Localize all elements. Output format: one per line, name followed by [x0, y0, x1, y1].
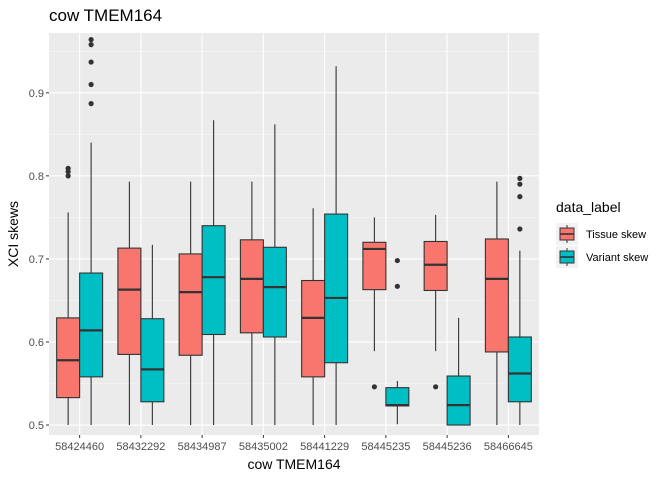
outlier-point — [65, 165, 71, 171]
box-body — [239, 239, 264, 334]
y-tick-label: 0.8 — [29, 171, 44, 183]
x-tick-label: 58432292 — [116, 441, 165, 453]
y-tick-label: 0.9 — [29, 88, 44, 100]
box-body — [178, 253, 203, 356]
y-axis-title: XCI skews — [5, 201, 21, 267]
outlier-point — [371, 384, 377, 390]
boxes — [56, 37, 532, 426]
box-body — [385, 387, 410, 407]
box-body — [324, 213, 349, 364]
outlier-point — [88, 100, 94, 107]
box-tissue-skew — [56, 165, 81, 426]
legend-label: Variant skew — [586, 252, 648, 264]
box-tissue-skew — [423, 214, 448, 390]
y-tick-label: 0.5 — [29, 420, 44, 432]
outlier-point — [433, 384, 439, 390]
box-variant-skew — [446, 317, 471, 426]
outlier-point — [88, 37, 94, 43]
outlier-point — [394, 257, 400, 264]
outlier-point — [394, 283, 400, 289]
legend-item: Variant skew — [556, 246, 648, 268]
x-tick-label: 58466645 — [484, 441, 533, 453]
legend: data_label Tissue skew Variant skew — [556, 199, 648, 268]
box-body — [262, 246, 287, 338]
outlier-point — [517, 226, 523, 232]
box-body — [423, 240, 448, 292]
x-axis-title: cow TMEM164 — [247, 456, 340, 472]
outlier-point — [65, 173, 71, 179]
box-tissue-skew — [239, 181, 264, 426]
outlier-point — [517, 175, 523, 181]
y-tick-label: 0.6 — [29, 337, 44, 349]
box-variant-skew — [385, 257, 410, 425]
x-axis-ticks: 58424460 58432292 58434987 58435002 58441229… — [55, 435, 533, 453]
x-tick-label: 58445236 — [423, 441, 472, 453]
box-body — [56, 317, 81, 399]
outlier-point — [88, 81, 94, 88]
outlier-point — [88, 42, 94, 48]
box-tissue-skew — [484, 181, 509, 426]
legend-label: Tissue skew — [586, 229, 646, 241]
box-tissue-skew — [117, 181, 142, 426]
legend-title: data_label — [556, 199, 621, 215]
x-tick-label: 58435002 — [239, 441, 288, 453]
y-tick-label: 0.7 — [29, 254, 44, 266]
legend-item: Tissue skew — [556, 223, 646, 245]
x-tick-label: 58445235 — [361, 441, 410, 453]
x-tick-label: 58434987 — [178, 441, 227, 453]
box-body — [201, 225, 226, 336]
box-variant-skew — [79, 37, 104, 426]
box-variant-skew — [201, 120, 226, 426]
plot-panel — [49, 33, 539, 435]
outlier-point — [517, 194, 523, 200]
box-body — [362, 241, 387, 291]
chart-title: cow TMEM164 — [49, 6, 162, 25]
box-variant-skew — [324, 66, 349, 426]
outlier-point — [88, 59, 94, 65]
box-body — [507, 336, 532, 403]
box-tissue-skew — [362, 217, 387, 390]
outlier-point — [517, 181, 523, 187]
box-body — [79, 272, 104, 378]
box-body — [140, 318, 165, 403]
box-variant-skew — [262, 124, 287, 426]
box-body — [484, 238, 509, 353]
y-axis-ticks: 0.5 0.6 0.7 0.8 0.9 — [29, 88, 49, 432]
box-body — [117, 247, 142, 355]
x-tick-label: 58424460 — [55, 441, 104, 453]
box-body — [446, 375, 471, 426]
box-variant-skew — [140, 244, 165, 426]
box-body — [301, 279, 326, 378]
box-variant-skew — [507, 175, 532, 426]
x-tick-label: 58441229 — [300, 441, 349, 453]
